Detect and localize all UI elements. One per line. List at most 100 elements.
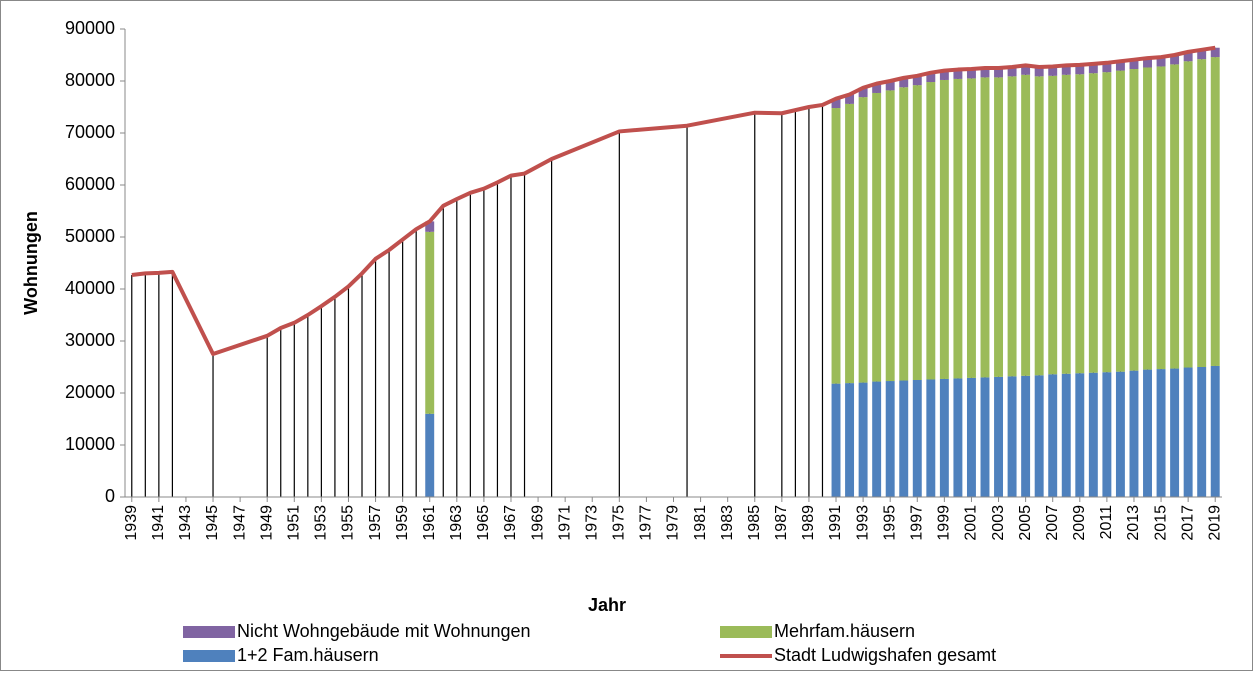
bar-segment <box>953 378 963 497</box>
x-tick-label: 2011 <box>1098 505 1115 540</box>
x-tick-label: 2005 <box>1017 505 1034 541</box>
x-tick-label: 1989 <box>800 505 817 541</box>
x-tick-label: 1949 <box>258 505 275 541</box>
bar-segment <box>1210 57 1220 366</box>
bar-segment <box>872 381 882 497</box>
bar-segment <box>1210 47 1220 58</box>
bar-segment <box>831 98 841 109</box>
bar-segment <box>1034 375 1044 497</box>
bar-segment <box>1061 373 1071 497</box>
bar-segment <box>1115 371 1125 497</box>
x-tick-label: 1999 <box>936 505 953 541</box>
bar-segment <box>1170 55 1180 65</box>
bar-segment <box>1061 74 1071 374</box>
x-tick-label: 1955 <box>340 505 357 541</box>
bar-segment <box>1156 66 1166 370</box>
bar-segment <box>858 382 868 497</box>
bar-segment <box>1197 59 1207 367</box>
x-tick-label: 1959 <box>394 505 411 541</box>
bar-segment <box>939 378 949 497</box>
y-tick-label: 60000 <box>65 174 115 194</box>
x-tick-label: 1939 <box>123 505 140 541</box>
bar-segment <box>966 377 976 497</box>
x-tick-label: 2001 <box>963 505 980 541</box>
bar-segment <box>980 68 990 78</box>
x-tick-label: 1993 <box>854 505 871 541</box>
x-tick-label: 1991 <box>827 505 844 541</box>
bar-segment <box>1102 372 1112 497</box>
bar-segment <box>953 69 963 79</box>
bar-segment <box>1143 67 1152 370</box>
legend-label: Mehrfam.häusern <box>774 621 915 641</box>
bar-segment <box>1210 365 1220 497</box>
bar-segment <box>845 94 855 104</box>
x-tick-label: 1961 <box>421 505 438 541</box>
y-tick-label: 50000 <box>65 226 115 246</box>
bar-segment <box>994 376 1004 497</box>
bar-segment <box>1034 76 1044 376</box>
bar-segment <box>1197 49 1207 60</box>
bar-segment <box>899 380 909 497</box>
x-tick-label: 1995 <box>881 505 898 541</box>
x-tick-label: 1945 <box>204 505 221 541</box>
bar-segment <box>1075 64 1085 75</box>
bar-segment <box>1183 51 1193 62</box>
bar-segment <box>1143 58 1152 68</box>
x-tick-label: 1941 <box>150 505 167 541</box>
x-tick-label: 1987 <box>773 505 790 541</box>
x-tick-label: 1981 <box>692 505 709 541</box>
x-tick-label: 1969 <box>529 505 546 541</box>
bar-segment <box>1034 66 1044 77</box>
bar-segment <box>1183 61 1193 368</box>
x-tick-label: 1971 <box>556 505 573 541</box>
x-tick-label: 1983 <box>719 505 736 541</box>
y-tick-label: 40000 <box>65 278 115 298</box>
line <box>131 45 1216 356</box>
bar-segment <box>926 82 936 380</box>
legend-swatch <box>183 626 235 638</box>
y-tick-label: 70000 <box>65 122 115 142</box>
bar-segment <box>831 383 841 497</box>
bar-segment <box>425 221 435 232</box>
y-tick-label: 0 <box>105 486 115 506</box>
bar-segment <box>1088 63 1098 74</box>
legend-swatch <box>183 650 235 662</box>
bar-segment <box>994 77 1004 377</box>
bar-segment <box>1048 66 1058 76</box>
x-tick-label: 1953 <box>313 505 330 541</box>
bar-segment <box>1021 74 1031 376</box>
bar-segment <box>1007 76 1017 377</box>
x-tick-label: 1963 <box>448 505 465 541</box>
x-tick-label: 2003 <box>990 505 1007 541</box>
bar-segment <box>1007 376 1017 497</box>
x-axis-title: Jahr <box>588 595 626 615</box>
bar-segment <box>980 77 990 378</box>
bar-segment <box>1061 65 1071 75</box>
legend-label: Nicht Wohngebäude mit Wohnungen <box>237 621 531 641</box>
x-tick-label: 2019 <box>1206 505 1223 541</box>
bar-segment <box>1075 373 1085 497</box>
y-tick-label: 20000 <box>65 382 115 402</box>
bar-segment <box>1021 65 1031 75</box>
bar-segment <box>1129 59 1139 70</box>
bar-segment <box>926 72 936 83</box>
bar-segment <box>1183 367 1193 497</box>
x-tick-label: 2009 <box>1071 505 1088 541</box>
bar-segment <box>1115 61 1125 71</box>
bar-segment <box>1156 369 1166 497</box>
x-tick-label: 1997 <box>908 505 925 541</box>
x-tick-label: 1977 <box>638 505 655 541</box>
bar-segment <box>980 377 990 497</box>
x-tick-label: 1967 <box>502 505 519 541</box>
legend-label: Stadt Ludwigshafen gesamt <box>774 645 996 665</box>
bar-segment <box>1048 374 1058 497</box>
bar-segment <box>1129 370 1139 497</box>
bar-segment <box>966 78 976 378</box>
x-tick-label: 1951 <box>286 505 303 541</box>
x-tick-label: 1975 <box>611 505 628 541</box>
bar-segment <box>885 81 895 91</box>
x-tick-label: 1943 <box>177 505 194 541</box>
bar-segment <box>845 383 855 497</box>
bar-segment <box>831 108 841 384</box>
